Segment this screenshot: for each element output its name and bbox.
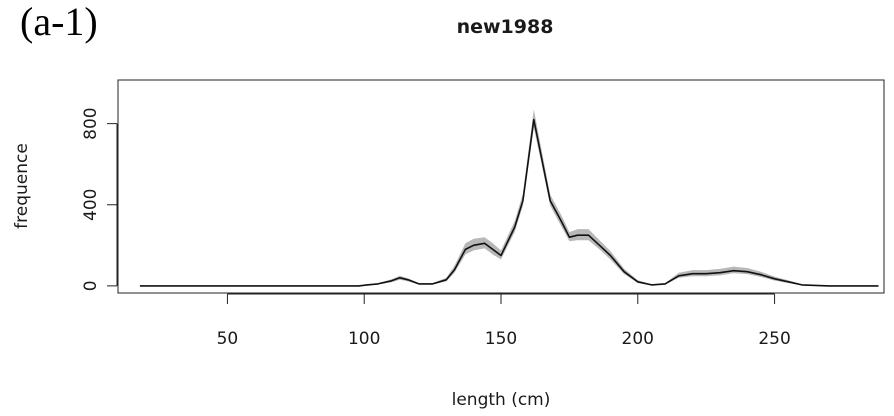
y-axis: 0 400 800 xyxy=(81,107,118,291)
panel-label: (a-1) xyxy=(20,0,98,44)
x-tick-label: 250 xyxy=(758,329,790,349)
confidence-band xyxy=(139,109,879,286)
plot-marks xyxy=(139,109,879,287)
chart-title: new1988 xyxy=(457,16,554,38)
x-axis-label: length (cm) xyxy=(452,390,551,410)
x-tick-label: 200 xyxy=(622,329,654,349)
plot-frame xyxy=(117,79,885,294)
y-tick-label: 400 xyxy=(81,189,101,221)
x-axis: 50 100 150 200 250 xyxy=(217,293,791,349)
y-axis-label: frequence xyxy=(12,143,32,229)
x-tick-label: 50 xyxy=(217,329,239,349)
y-tick-label: 0 xyxy=(81,280,101,291)
y-tick-label: 800 xyxy=(81,107,101,139)
x-tick-label: 150 xyxy=(485,329,517,349)
series-line xyxy=(139,118,879,287)
x-tick-label: 100 xyxy=(348,329,380,349)
